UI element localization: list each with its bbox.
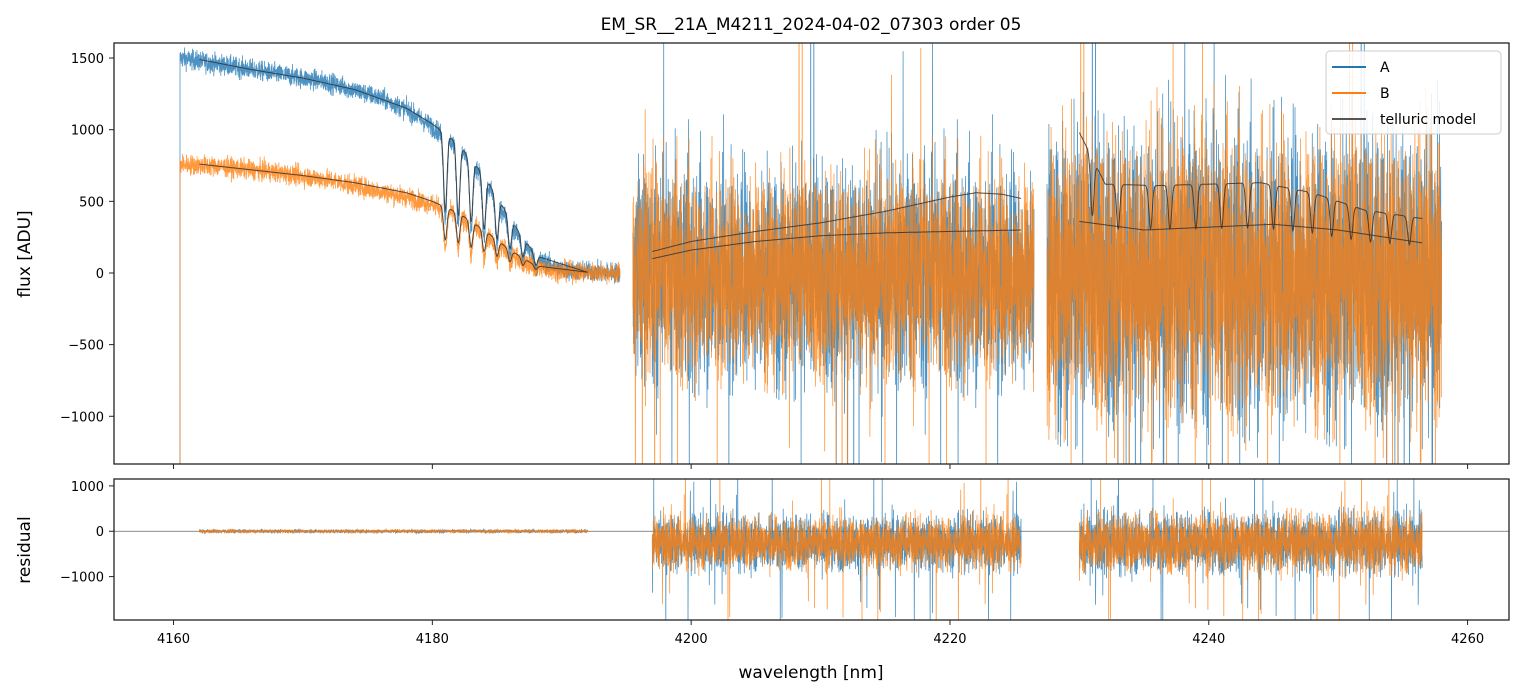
x-tick-label: 4180	[416, 632, 449, 647]
flux-axes-frame	[113, 42, 1510, 465]
y-tick-label: 1500	[71, 52, 104, 67]
series-b-segment-2	[1046, 43, 1442, 464]
legend-label-b: B	[1380, 86, 1390, 102]
series-model-b-segment-1	[652, 229, 1022, 260]
y-axis-label-flux: flux [ADU]	[15, 210, 35, 297]
y-tick-label: 1000	[71, 480, 104, 495]
y-tick-label: −500	[68, 339, 104, 354]
residual-b-segment-0	[199, 528, 588, 535]
series-model-a-segment-2	[1078, 132, 1423, 246]
y-tick-label: 0	[96, 267, 104, 282]
x-tick-label: 4160	[157, 632, 190, 647]
y-tick-label: −1000	[60, 571, 104, 586]
x-tick-label: 4240	[1192, 632, 1225, 647]
legend-box	[1325, 50, 1502, 135]
chart-title: EM_SR__21A_M4211_2024-04-02_07303 order …	[601, 15, 1022, 35]
y-axis-label-residual: residual	[15, 516, 35, 583]
x-axis-label: wavelength [nm]	[738, 663, 883, 683]
series-model-b-segment-0	[199, 163, 588, 273]
x-tick-label: 4260	[1451, 632, 1484, 647]
series-a-segment-0	[179, 47, 621, 464]
series-model-b-segment-2	[1079, 220, 1423, 244]
flux-plot	[179, 43, 1442, 464]
legend-label-model: telluric model	[1380, 112, 1476, 128]
series-b-segment-1	[632, 43, 1035, 464]
legend-label-a: A	[1380, 60, 1390, 76]
y-tick-label: 500	[79, 195, 104, 210]
y-tick-label: −1000	[60, 410, 104, 425]
x-tick-label: 4200	[675, 632, 708, 647]
y-tick-label: 0	[96, 525, 104, 540]
residual-b-segment-2	[1079, 479, 1423, 620]
series-b-segment-0	[179, 154, 621, 464]
residual-plot	[114, 479, 1509, 620]
series-model-a-segment-0	[199, 59, 588, 273]
residual-axes-frame	[113, 478, 1510, 621]
residual-b-segment-1	[651, 479, 1022, 620]
series-model-a-segment-1	[652, 192, 1022, 252]
y-tick-label: 1000	[71, 124, 104, 139]
x-tick-label: 4220	[933, 632, 966, 647]
legend: A B telluric model	[1325, 50, 1502, 135]
